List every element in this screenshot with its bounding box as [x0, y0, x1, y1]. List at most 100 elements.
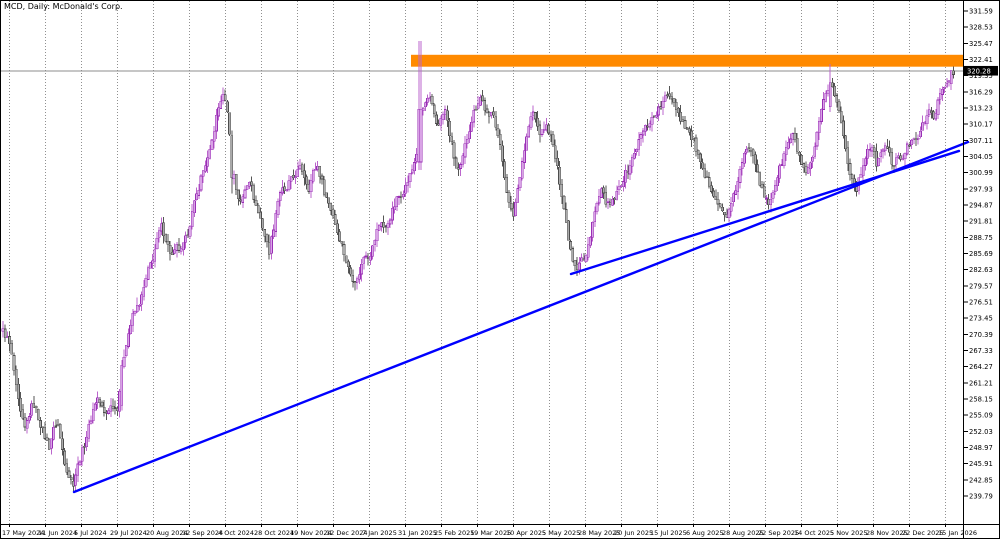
candle-body	[516, 188, 520, 203]
date-label: 28 May 2025	[578, 529, 620, 537]
candle-body	[417, 108, 421, 163]
candle-body	[36, 409, 40, 420]
candle-body	[951, 70, 955, 75]
price-tick-label: 279.57	[969, 282, 993, 290]
candle-body	[175, 244, 179, 251]
candle-body	[949, 70, 953, 85]
candle-body	[654, 115, 658, 118]
candle-body	[500, 145, 504, 162]
candle-body	[232, 174, 236, 180]
price-tick-label: 239.79	[969, 492, 993, 500]
candle-body	[331, 209, 335, 217]
date-label: 28 Oct 2024	[254, 529, 294, 537]
candle-body	[483, 100, 487, 111]
candle-body	[782, 153, 786, 166]
candle-body	[14, 368, 18, 385]
candle-body	[839, 110, 843, 123]
candle-body	[701, 162, 705, 169]
trend-line[interactable]	[569, 149, 961, 276]
candle-body	[182, 242, 185, 251]
candle-body	[652, 115, 656, 118]
candle-body	[267, 242, 271, 255]
candle-body	[280, 187, 284, 194]
candle-body	[736, 180, 740, 192]
candle-body	[1, 328, 5, 332]
candle-body	[639, 134, 643, 139]
candle-body	[613, 198, 617, 201]
candle-body	[903, 152, 907, 160]
candle-body	[531, 111, 535, 116]
candle-body	[778, 165, 782, 179]
candle-body	[896, 155, 900, 158]
candle-body	[751, 149, 755, 156]
candle-body	[641, 130, 645, 136]
candle-body	[936, 99, 940, 115]
candle-body	[252, 185, 256, 200]
candle-body	[476, 103, 480, 109]
resistance-zone[interactable]	[411, 54, 963, 67]
candle-body	[474, 108, 478, 111]
candle-body	[85, 436, 89, 448]
candle-body	[670, 96, 674, 100]
date-label: 25 Feb 2025	[434, 529, 474, 537]
candle-body	[63, 450, 67, 465]
candle-body	[562, 196, 566, 210]
candle-body	[571, 248, 575, 262]
candle-body	[186, 234, 190, 237]
candle-body	[250, 181, 254, 186]
candle-body	[932, 111, 936, 119]
candle-body	[692, 138, 696, 141]
price-tick-label: 291.81	[969, 218, 993, 226]
candle-body	[894, 157, 898, 165]
candle-body	[826, 90, 830, 94]
candle-body	[142, 286, 146, 297]
candle-body	[322, 179, 326, 195]
candle-body	[489, 112, 493, 116]
candle-body	[630, 156, 634, 167]
candle-body	[377, 225, 381, 231]
date-label: 11 Jun 2024	[38, 529, 77, 537]
price-tick-label: 307.11	[969, 137, 993, 145]
candle-body	[423, 102, 427, 108]
candle-body	[19, 397, 23, 412]
price-tick-label: 261.21	[969, 379, 993, 387]
candle-body	[410, 169, 414, 174]
date-label: 7 Jan 2025	[362, 529, 397, 537]
candle-body	[762, 186, 766, 198]
candle-body	[311, 169, 315, 182]
candle-body	[353, 281, 357, 283]
candle-body	[10, 342, 14, 355]
candle-body	[481, 95, 485, 102]
candle-body	[193, 200, 196, 213]
candle-body	[793, 133, 797, 140]
candle-body	[313, 168, 317, 171]
candle-body	[940, 88, 944, 95]
candle-body	[595, 202, 599, 212]
candle-body	[830, 82, 834, 88]
candle-body	[188, 226, 192, 237]
candle-body	[786, 141, 790, 149]
candle-body	[399, 195, 403, 198]
price-tick-label: 294.87	[969, 201, 993, 209]
candle-body	[522, 150, 526, 163]
candle-body	[789, 138, 793, 144]
candle-body	[749, 149, 753, 152]
candle-body	[265, 234, 269, 243]
trend-line[interactable]	[72, 140, 970, 494]
candle-body	[338, 231, 342, 242]
candle-body	[263, 229, 267, 237]
candle-body	[575, 264, 579, 271]
candle-body	[67, 470, 71, 479]
candle-body	[874, 150, 878, 167]
candle-body	[923, 122, 927, 124]
candle-body	[540, 129, 544, 135]
candle-body	[478, 97, 482, 106]
candle-body	[866, 148, 870, 159]
candle-body	[437, 123, 441, 126]
candle-body	[494, 116, 498, 128]
candle-body	[879, 152, 883, 158]
candle-body	[747, 147, 751, 150]
candle-body	[248, 182, 251, 187]
candle-body	[855, 186, 859, 192]
